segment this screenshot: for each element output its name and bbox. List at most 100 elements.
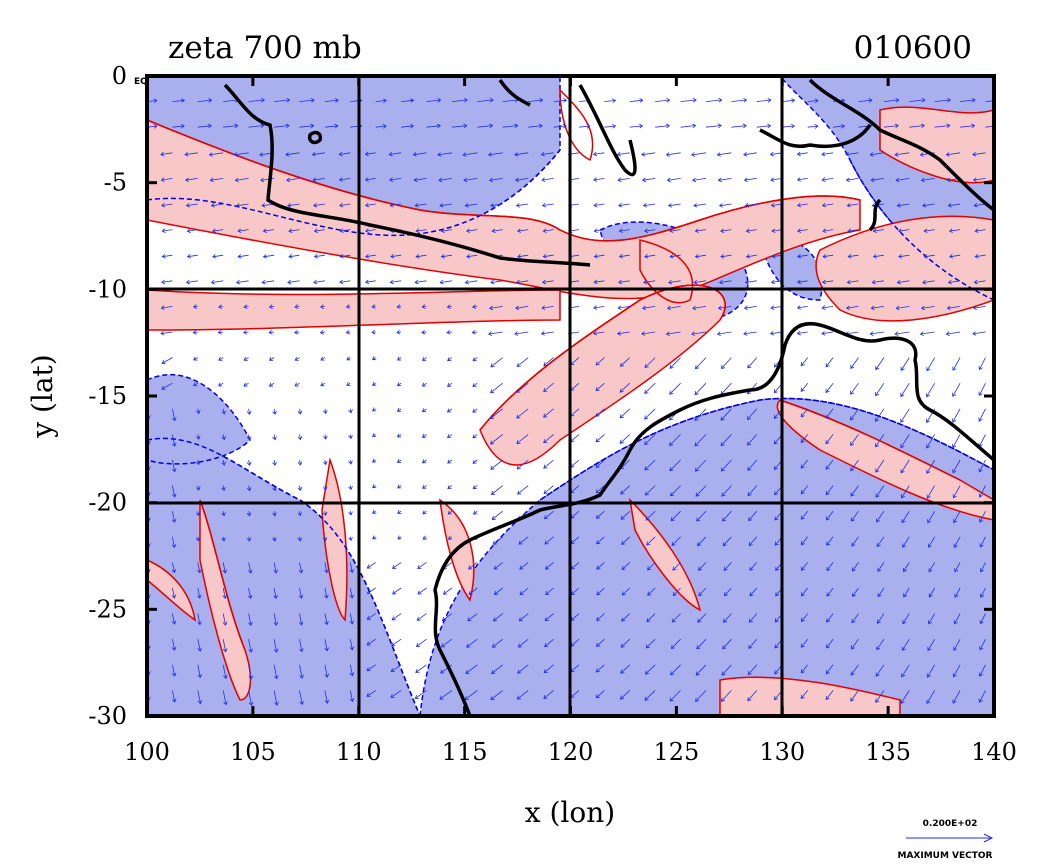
wind-vector-arrow <box>467 613 478 622</box>
wind-vector-arrow <box>900 382 910 398</box>
wind-vector-arrow <box>691 152 707 157</box>
wind-vector-arrow <box>928 613 936 625</box>
wind-vector-arrow <box>543 434 554 444</box>
wind-vector-arrow <box>285 177 300 183</box>
wind-vector-arrow <box>160 151 173 157</box>
wind-vector-arrow <box>850 485 859 497</box>
wind-vector-arrow <box>543 510 554 520</box>
wind-vector-arrow <box>900 357 910 372</box>
wind-vector-arrow <box>311 152 325 157</box>
wind-vector-arrow <box>288 228 300 234</box>
wind-vector-arrow <box>299 123 315 129</box>
wind-vector-arrow <box>262 228 275 234</box>
wind-vector-arrow <box>953 536 961 548</box>
wind-vector-arrow <box>903 587 910 598</box>
wind-vector-arrow <box>645 510 656 521</box>
wind-vector-arrow <box>717 305 732 311</box>
wind-vector-arrow <box>895 177 910 183</box>
wind-vector-arrow <box>320 382 326 387</box>
wind-vector-arrow <box>796 279 808 285</box>
wind-vector-arrow <box>721 485 732 497</box>
wind-vector-arrow <box>543 664 554 674</box>
wind-vector-arrow <box>235 279 249 285</box>
wind-vector-arrow <box>364 151 376 157</box>
wind-vector-arrow <box>898 254 910 259</box>
wind-vector-arrow <box>845 177 859 183</box>
wind-vector-arrow <box>324 639 329 652</box>
wind-vector-arrow <box>212 254 224 259</box>
wind-vector-arrow <box>397 535 402 540</box>
wind-vector-arrow <box>920 305 935 311</box>
wind-vector-arrow <box>960 123 976 129</box>
wind-vector-arrow <box>542 279 554 285</box>
wind-vector-arrow <box>852 587 859 597</box>
wind-vector-arrow <box>171 536 177 549</box>
wind-vector-arrow <box>604 98 617 104</box>
wind-vector-arrow <box>273 639 279 653</box>
wind-vector-arrow <box>826 587 834 597</box>
wind-vector-arrow <box>875 690 885 704</box>
wind-vector-arrow <box>491 638 503 648</box>
wind-vector-arrow <box>313 279 325 285</box>
wind-vector-arrow <box>825 664 834 675</box>
wind-vector-arrow <box>268 356 275 361</box>
wind-vector-arrow <box>493 562 503 570</box>
wind-vector-arrow <box>952 459 961 474</box>
positive-contour-line <box>639 239 694 304</box>
wind-vector-arrow <box>517 485 529 495</box>
positive-region <box>147 289 561 331</box>
wind-vector-arrow <box>800 587 809 597</box>
wind-vector-arrow <box>825 434 834 445</box>
wind-vector-arrow <box>222 639 228 653</box>
wind-vector-arrow <box>489 434 503 445</box>
wind-vector-arrow <box>883 97 900 103</box>
wind-vector-arrow <box>825 459 834 470</box>
wind-vector-arrow <box>518 536 529 545</box>
wind-vector-arrow <box>952 485 961 499</box>
wind-vector-arrow <box>617 177 630 183</box>
wind-vector-arrow <box>349 664 355 677</box>
wind-vector-arrow <box>644 485 656 496</box>
wind-vector-arrow <box>248 690 254 707</box>
wind-vector-arrow <box>516 382 529 393</box>
wind-vector-arrow <box>945 331 961 336</box>
wind-vector-arrow <box>247 562 253 574</box>
wind-vector-arrow <box>896 279 910 285</box>
wind-vector-arrow <box>541 202 554 208</box>
wind-vector-arrow <box>604 123 617 129</box>
wind-vector-arrow <box>619 690 631 700</box>
wind-vector-arrow <box>446 408 453 413</box>
wind-vector-arrow <box>247 587 253 600</box>
wind-vector-arrow <box>720 459 732 472</box>
wind-vector-arrow <box>197 123 212 129</box>
wind-vector-arrow <box>642 279 656 285</box>
wind-vector-arrow <box>272 459 277 466</box>
wind-vector-arrow <box>822 228 834 234</box>
wind-vector-arrow <box>858 98 873 103</box>
wind-vector-arrow <box>338 151 351 157</box>
wind-vector-arrow <box>716 331 732 336</box>
wind-vector-arrow <box>186 228 198 234</box>
wind-vector-arrow <box>954 587 961 598</box>
wind-vector-arrow <box>901 510 910 524</box>
wind-vector-arrow <box>926 434 936 449</box>
reference-vector-value: 0.200E+02 <box>923 819 978 829</box>
wind-vector-arrow <box>902 613 910 625</box>
wind-vector-arrow <box>415 638 427 647</box>
wind-vector-arrow <box>949 254 961 259</box>
x-tick-label: 140 <box>971 738 1017 766</box>
wind-vector-arrow <box>364 279 376 285</box>
wind-vector-arrow <box>417 562 427 570</box>
wind-vector-arrow <box>847 254 859 259</box>
wind-vector-arrow <box>825 510 834 521</box>
wind-vector-arrow <box>826 562 834 572</box>
wind-vector-arrow <box>665 331 681 336</box>
wind-vector-arrow <box>221 536 226 542</box>
wind-vector-arrow <box>540 331 554 336</box>
wind-vector-arrow <box>543 485 554 494</box>
wind-vector-arrow <box>694 254 707 259</box>
wind-vector-arrow <box>800 690 809 700</box>
wind-vector-arrow <box>273 664 279 680</box>
wind-vector-arrow <box>720 408 732 421</box>
wind-vector-arrow <box>593 202 605 208</box>
